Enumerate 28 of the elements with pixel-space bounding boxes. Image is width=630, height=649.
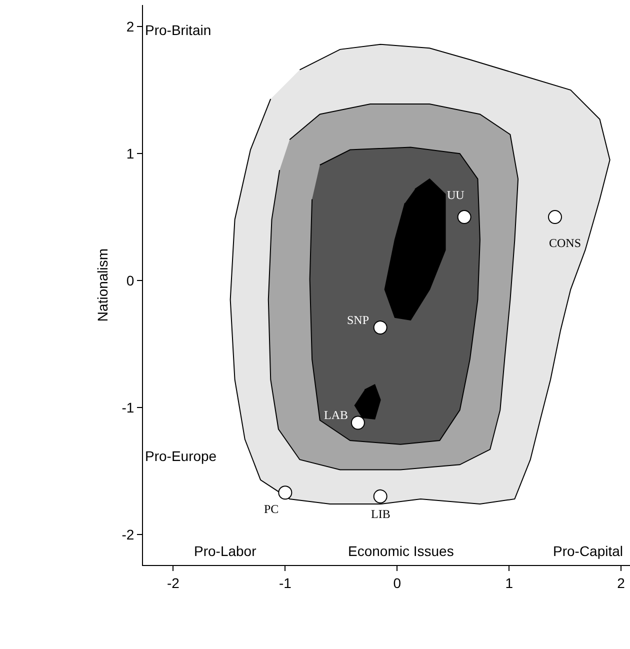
annotation: LAB bbox=[324, 408, 348, 422]
annotation: Pro-Capital bbox=[553, 543, 624, 559]
x-tick-label: 2 bbox=[617, 574, 626, 591]
point bbox=[548, 210, 562, 224]
y-tick-label: -2 bbox=[122, 526, 134, 542]
y-tick-label: 1 bbox=[126, 145, 134, 162]
x-tick-label: 1 bbox=[505, 574, 514, 591]
point bbox=[457, 210, 472, 224]
y-tick-label: 2 bbox=[126, 18, 134, 34]
annotation: PC bbox=[264, 502, 279, 516]
annotation: SNP bbox=[347, 313, 370, 327]
point bbox=[278, 486, 292, 500]
point bbox=[373, 320, 388, 335]
annotation: UU bbox=[447, 188, 465, 202]
y-axis-title: Nationalism bbox=[94, 248, 110, 322]
x-tick-label: 0 bbox=[393, 574, 402, 591]
annotation: Pro-Europe bbox=[145, 448, 217, 464]
y-tick-label: 0 bbox=[126, 272, 134, 288]
x-tick-label: -1 bbox=[278, 574, 292, 591]
annotation: CONS bbox=[549, 236, 582, 250]
y-tick-label: -1 bbox=[122, 399, 134, 416]
annotation: Pro-Britain bbox=[145, 22, 212, 38]
x-axis-title: Economic Issues bbox=[348, 543, 454, 559]
annotation: LIB bbox=[371, 507, 390, 521]
point bbox=[350, 416, 365, 430]
annotation: Pro-Labor bbox=[194, 543, 257, 559]
x-tick-label: -2 bbox=[167, 574, 180, 591]
point bbox=[373, 489, 388, 504]
